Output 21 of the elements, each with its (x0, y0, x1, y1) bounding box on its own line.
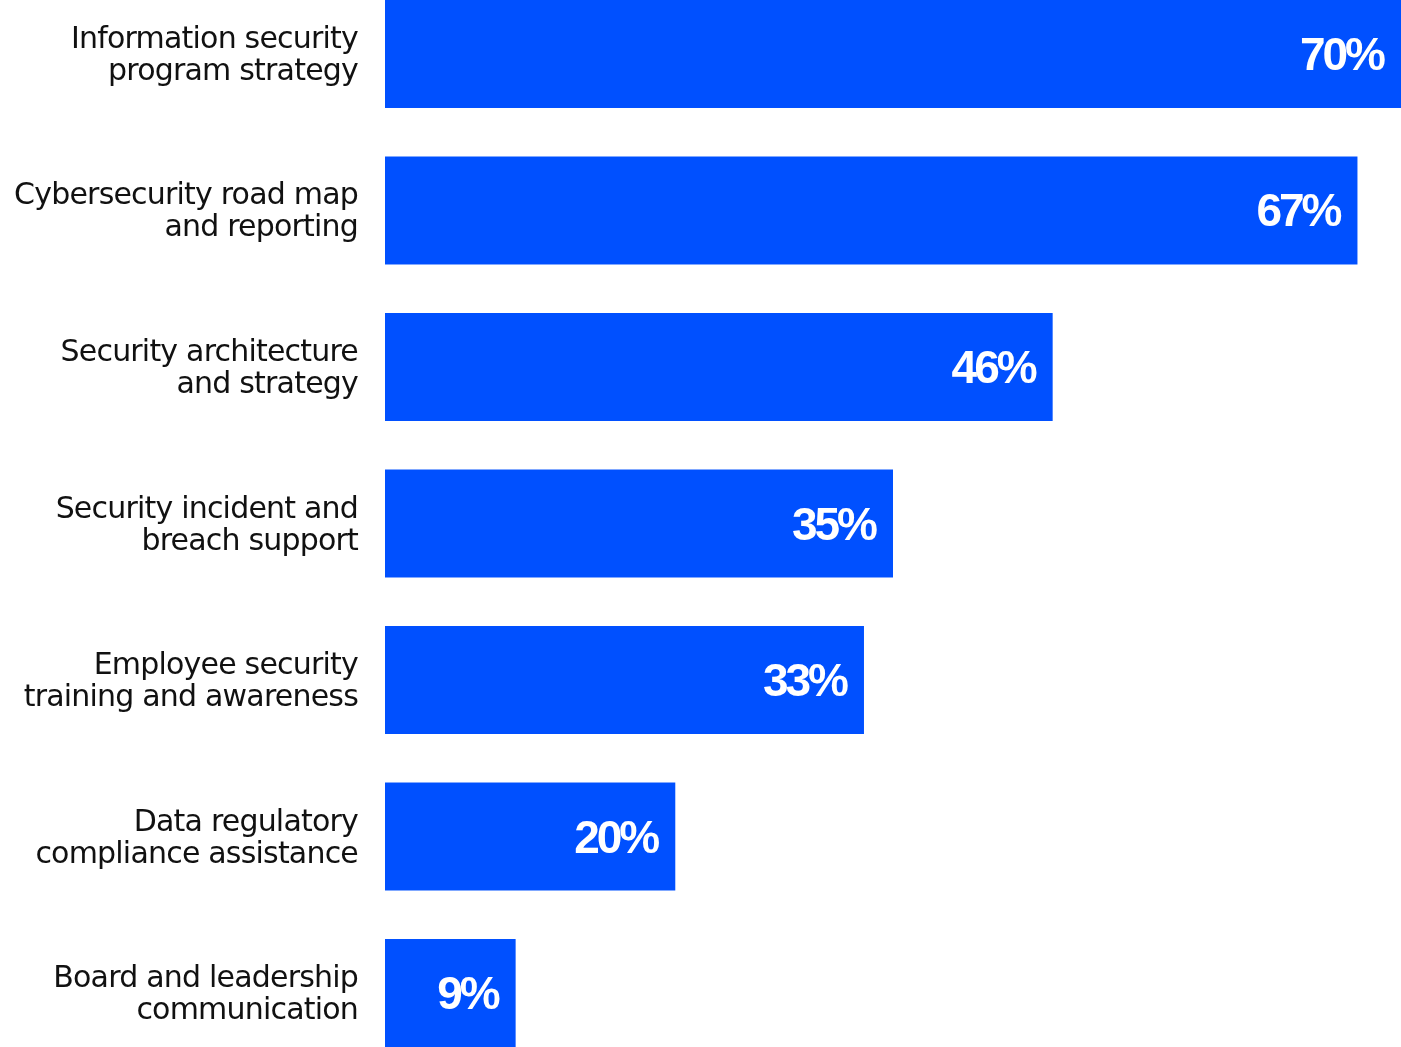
data-label: 35% (791, 497, 878, 550)
y-tick-label: Employee security training and awareness (23, 646, 359, 713)
y-tick-label: Board and leadership communication (53, 959, 358, 1027)
bar (385, 626, 864, 734)
data-label: 67% (1256, 184, 1342, 237)
y-tick-label: Security incident and breach support (55, 489, 360, 557)
bar (385, 782, 676, 891)
data-label: 9% (437, 967, 500, 1020)
data-label: 70% (1299, 27, 1386, 80)
data-label: 46% (951, 341, 1037, 393)
bar (385, 939, 516, 1047)
y-tick-label: Information security program strategy (71, 19, 359, 87)
y-tick-label: Security architecture and strategy (60, 333, 359, 400)
y-tick-label: Cybersecurity road map and reporting (14, 176, 358, 244)
y-tick-label: Data regulatory compliance assistance (35, 802, 359, 870)
data-label: 20% (574, 810, 660, 863)
bar (385, 156, 1358, 265)
data-label: 33% (762, 654, 849, 706)
bar (385, 313, 1053, 421)
bar (385, 469, 893, 578)
bar (385, 0, 1401, 108)
